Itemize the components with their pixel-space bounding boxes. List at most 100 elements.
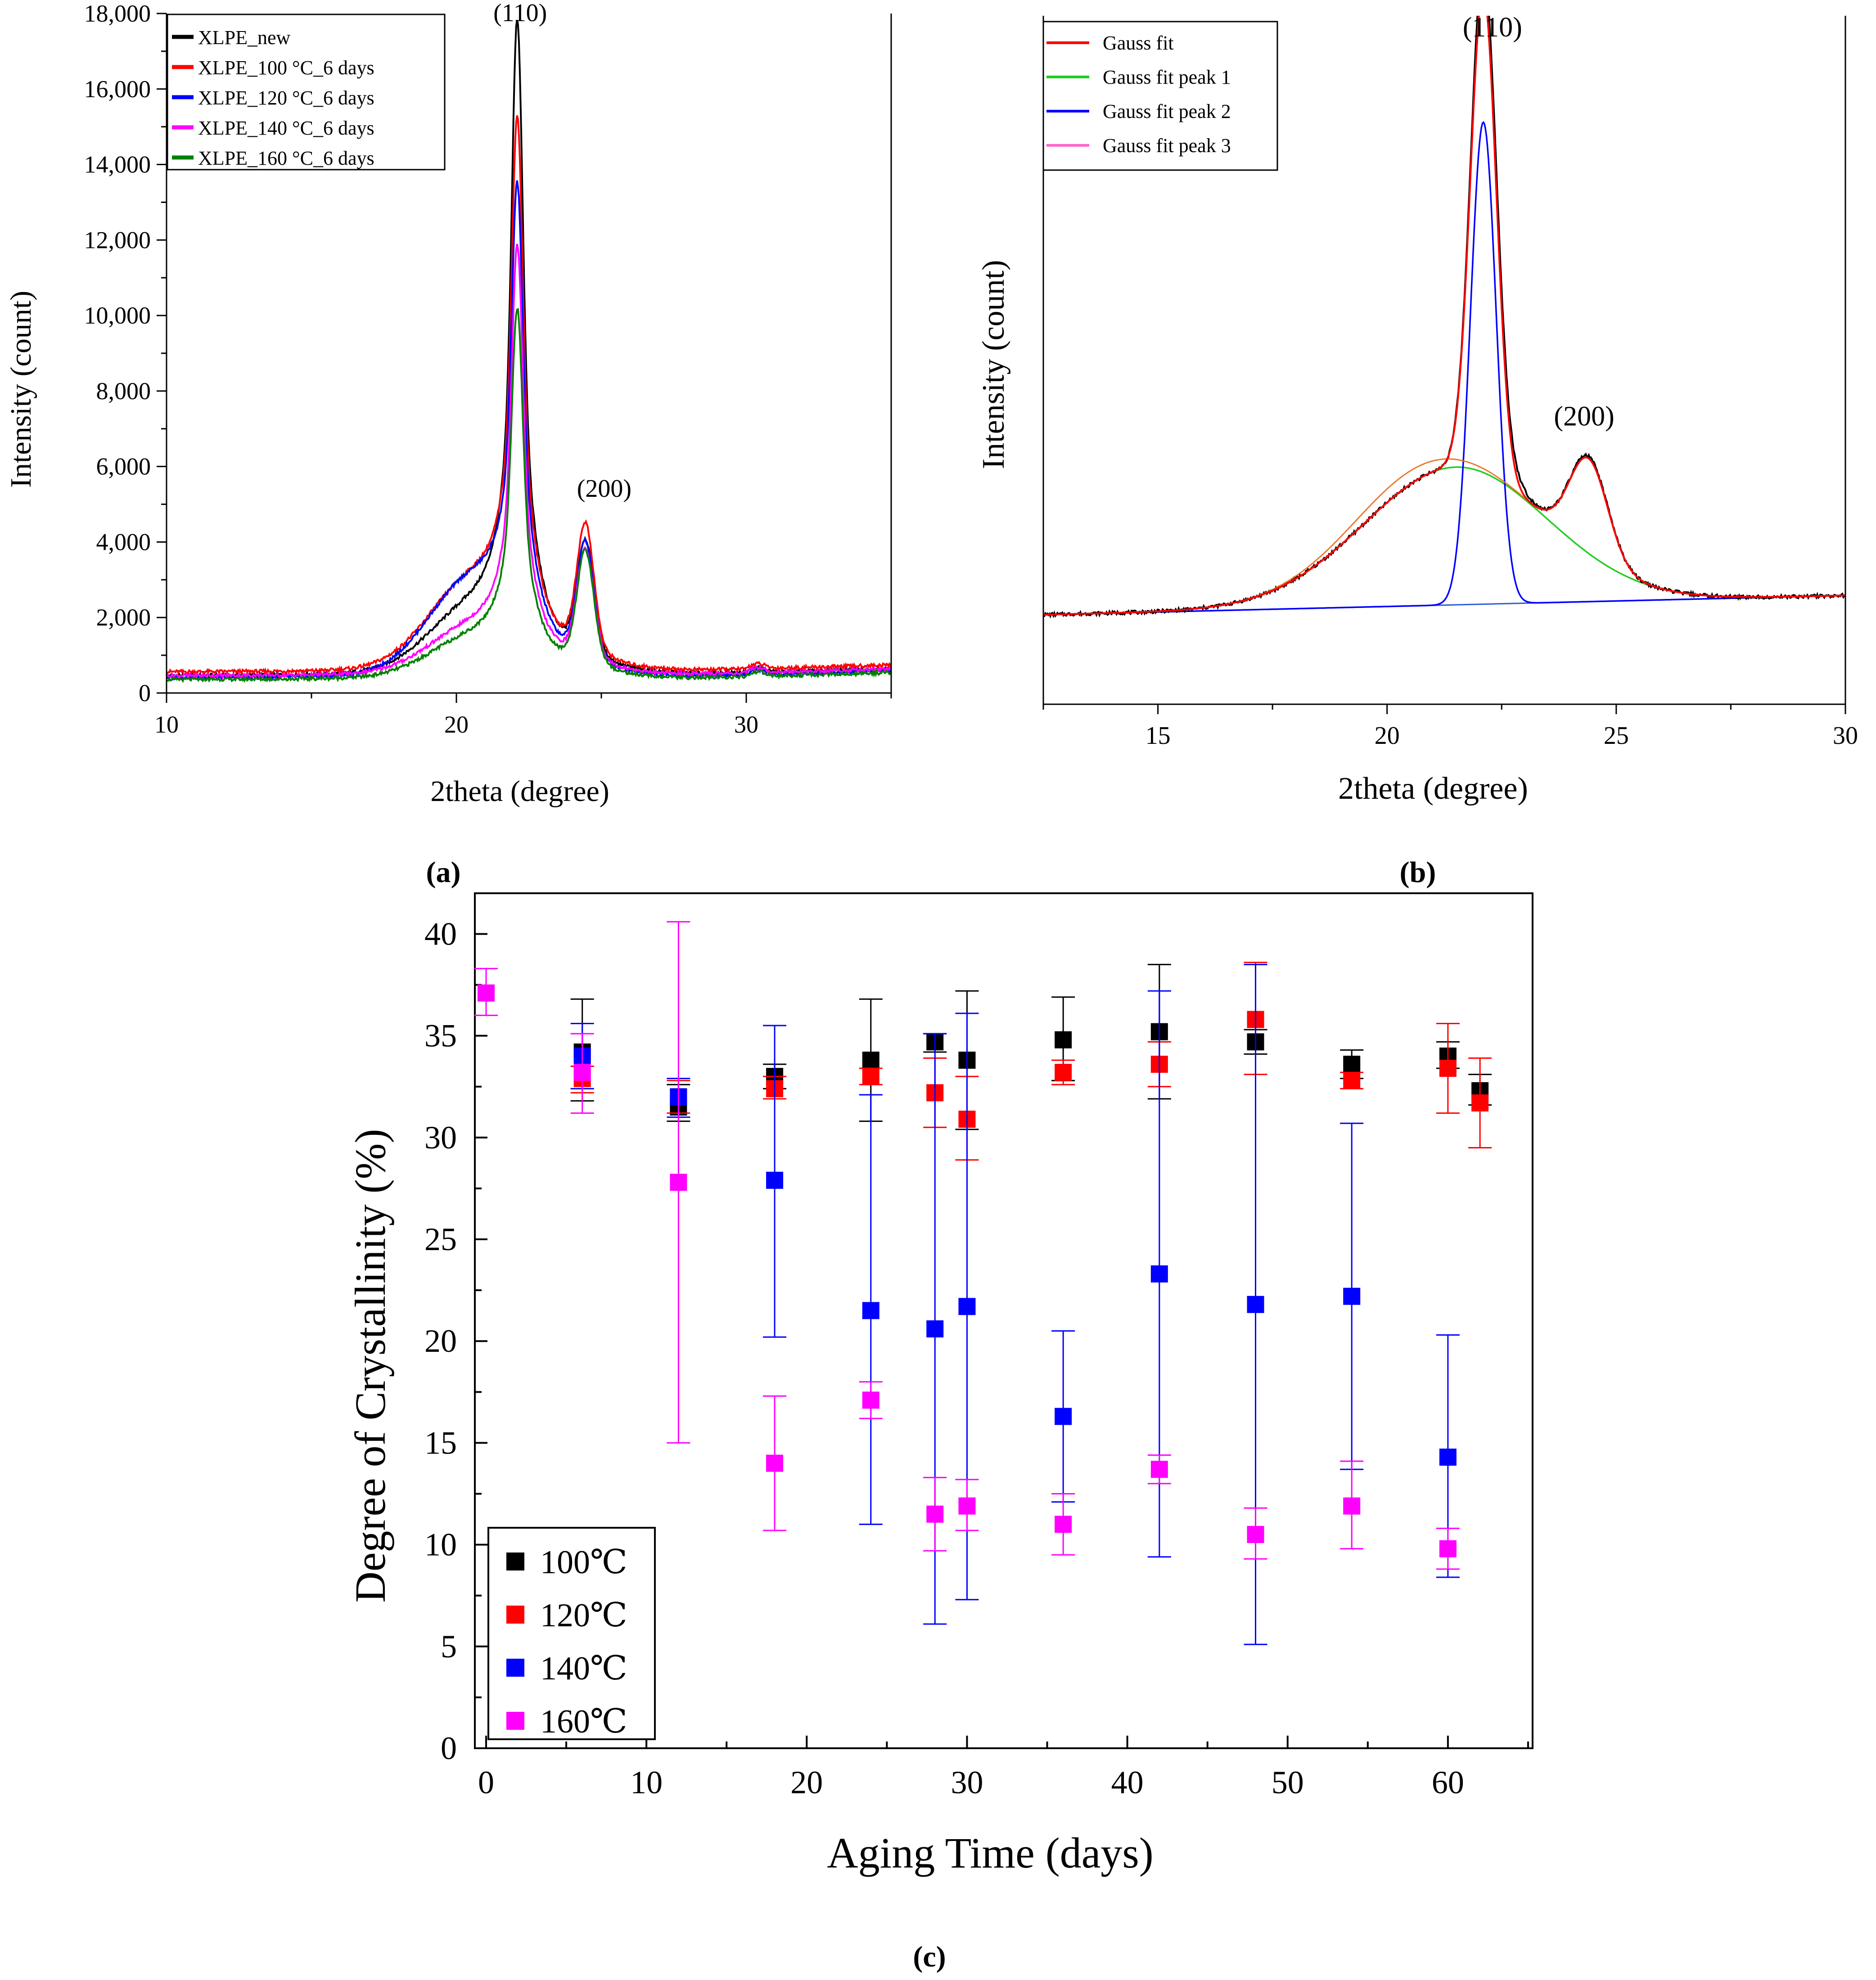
envelope-line-b	[1043, 456, 1845, 616]
series-group-c	[570, 963, 1492, 1130]
legend-label-a: XLPE_120 °C_6 days	[198, 87, 374, 109]
peak-annotation-b: (110)	[1463, 12, 1522, 43]
data-point-2	[766, 1171, 784, 1189]
gauss-fit-sum-line	[1043, 16, 1845, 616]
y-axis-label-c: Degree of Crystallinity (%)	[346, 1129, 394, 1603]
y-tick-label-c: 25	[424, 1221, 457, 1257]
data-point-1	[1439, 1060, 1457, 1077]
y-tick-label-c: 5	[441, 1629, 457, 1665]
x-tick-label-c: 40	[1111, 1764, 1144, 1800]
x-tick-label-c: 60	[1432, 1764, 1464, 1800]
legend-swatch-c	[506, 1659, 524, 1677]
x-tick-label-b: 20	[1375, 722, 1400, 750]
y-tick-label-a: 10,000	[84, 302, 151, 329]
x-axis-label-b: 2theta (degree)	[1338, 771, 1528, 806]
legend-label-a: XLPE_100 °C_6 days	[198, 57, 374, 79]
y-tick-label-a: 18,000	[84, 0, 151, 27]
x-tick-label-c: 30	[951, 1764, 983, 1800]
plot-frame-c	[474, 892, 1533, 1749]
legend-swatch-c	[506, 1712, 524, 1730]
panel-a: 0 2,000 4,000 6,000 8,000 10,000 12,000 14,000 1…	[5, 0, 892, 889]
data-point-2	[862, 1302, 879, 1319]
legend-label-b: Gauss fit peak 3	[1103, 135, 1231, 157]
data-point-3	[958, 1497, 976, 1515]
legend-swatch-c	[506, 1606, 524, 1624]
data-point-3	[1439, 1540, 1457, 1557]
data-point-1	[1471, 1094, 1489, 1112]
x-axis-label-c: Aging Time (days)	[827, 1829, 1153, 1877]
legend-b: Gauss fit Gauss fit peak 1 Gauss fit peak …	[1042, 21, 1278, 171]
y-tick-label-a: 14,000	[84, 151, 151, 178]
x-tick-label-b: 30	[1833, 722, 1858, 750]
legend-label-a: XLPE_160 °C_6 days	[198, 147, 374, 169]
legend-label-c: 160℃	[540, 1703, 627, 1740]
panel-label-c: (c)	[913, 1940, 946, 1973]
data-point-0	[1055, 1031, 1072, 1048]
x-axis-label-a: 2theta (degree)	[430, 775, 609, 808]
series-line-3	[167, 243, 891, 680]
y-tick-label-c: 30	[424, 1120, 457, 1156]
y-tick-label-c: 0	[441, 1730, 457, 1766]
y-axis-label-b: Intensity (count)	[976, 260, 1011, 469]
series-line-1	[167, 115, 891, 676]
data-point-2	[1055, 1408, 1072, 1425]
data-point-2	[1150, 1265, 1168, 1282]
legend-a: XLPE_new XLPE_100 °C_6 days XLPE_120 °C_6 …	[167, 14, 446, 171]
curves-a	[167, 20, 891, 683]
legend-swatch-c	[506, 1552, 524, 1570]
y-tick-label-a: 12,000	[84, 226, 151, 253]
panel-b: 15 20 25 30 2theta (degree) Intensity (count)…	[976, 12, 1858, 889]
data-point-3	[670, 1174, 687, 1191]
x-tick-label-a: 10	[154, 711, 179, 738]
series-group-c	[474, 921, 1460, 1570]
y-axis-label-a: Intensity (count)	[5, 291, 37, 488]
y-tick-label-c: 20	[424, 1323, 457, 1359]
y-tick-label-a: 16,000	[84, 76, 151, 103]
x-tick-label-a: 30	[734, 711, 758, 738]
x-tick-label-c: 50	[1272, 1764, 1304, 1800]
y-tick-label-a: 0	[139, 680, 151, 706]
x-tick-label-c: 10	[630, 1764, 663, 1800]
legend-box-a	[167, 14, 446, 171]
curves-b	[1043, 16, 1845, 619]
legend-c: 100℃ 120℃ 140℃ 160℃	[487, 1527, 656, 1740]
y-tick-label-a: 4,000	[96, 528, 151, 555]
data-point-3	[1150, 1461, 1168, 1478]
data-point-1	[1343, 1072, 1361, 1089]
gauss-peak-1-line	[1043, 466, 1845, 616]
series-group-c	[570, 963, 1460, 1645]
y-tick-label-a: 8,000	[96, 378, 151, 405]
x-tick-label-b: 15	[1145, 722, 1171, 750]
x-tick-label-c: 20	[790, 1764, 823, 1800]
data-point-2	[926, 1320, 944, 1338]
data-point-3	[862, 1391, 879, 1409]
legend-label-b: Gauss fit peak 2	[1103, 100, 1231, 122]
series-line-4	[167, 308, 891, 683]
x-tick-label-c: 0	[478, 1764, 494, 1800]
data-point-1	[1055, 1064, 1072, 1081]
legend-label-a: XLPE_new	[198, 27, 291, 49]
data-point-3	[1343, 1497, 1361, 1515]
legend-label-c: 120℃	[540, 1597, 627, 1634]
panel-label-b: (b)	[1400, 856, 1436, 889]
y-tick-label-a: 6,000	[96, 453, 151, 480]
legend-label-a: XLPE_140 °C_6 days	[198, 117, 374, 139]
gauss-peak-2-line	[1043, 121, 1845, 616]
data-point-1	[862, 1068, 879, 1085]
data-point-3	[573, 1064, 591, 1081]
x-tick-label-b: 25	[1604, 722, 1629, 750]
y-tick-label-a: 2,000	[96, 604, 151, 631]
y-tick-label-c: 40	[424, 916, 457, 952]
x-tick-label-a: 20	[444, 711, 469, 738]
data-point-2	[958, 1298, 976, 1315]
y-tick-label-c: 15	[424, 1425, 457, 1461]
legend-label-b: Gauss fit peak 1	[1103, 66, 1231, 88]
data-point-2	[1439, 1449, 1457, 1466]
panel-c: 0 5 10 15 20 25 30 35 40 0 10 20 30 40 50 60 Aging Time …	[346, 892, 1533, 1973]
data-point-3	[1055, 1516, 1072, 1533]
data-point-2	[1343, 1287, 1361, 1305]
peak-annotation-b: (200)	[1554, 401, 1614, 432]
peak-annotation-a: (110)	[493, 0, 547, 27]
legend-label-c: 100℃	[540, 1544, 627, 1581]
